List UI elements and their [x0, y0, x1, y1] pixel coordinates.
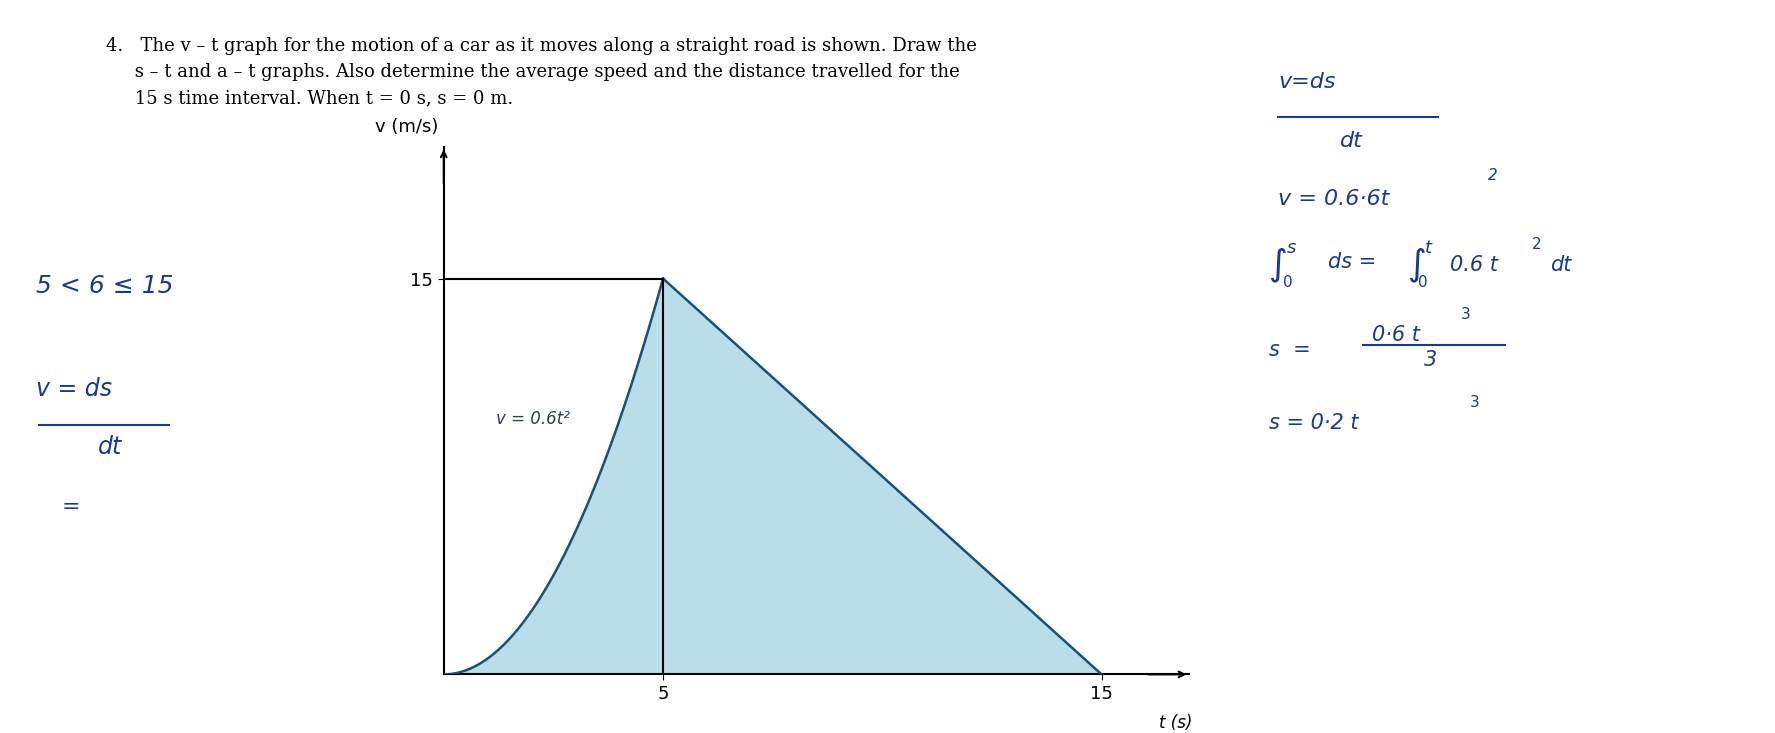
Text: 3: 3 — [1470, 395, 1479, 410]
Text: s = 0·2 t: s = 0·2 t — [1269, 413, 1358, 432]
Text: 2: 2 — [1532, 237, 1541, 252]
Text: 4.   The v – t graph for the motion of a car as it moves along a straight road i: 4. The v – t graph for the motion of a c… — [106, 37, 978, 108]
Text: s: s — [1287, 239, 1296, 257]
Text: 0.6 t: 0.6 t — [1450, 255, 1498, 275]
Text: 5 < 6 ≤ 15: 5 < 6 ≤ 15 — [36, 274, 172, 298]
Text: 0: 0 — [1418, 276, 1427, 290]
Text: v = 0.6·6t: v = 0.6·6t — [1278, 189, 1390, 209]
Text: 3: 3 — [1461, 307, 1470, 322]
Text: dt: dt — [1550, 255, 1571, 275]
Y-axis label: v (m/s): v (m/s) — [375, 118, 438, 136]
Text: dt: dt — [98, 435, 122, 460]
Text: s  =: s = — [1269, 339, 1310, 359]
Text: 3: 3 — [1424, 350, 1436, 370]
Text: 0: 0 — [1283, 276, 1292, 290]
Text: v = ds: v = ds — [36, 377, 112, 401]
Text: t: t — [1425, 239, 1432, 257]
Text: ∫: ∫ — [1269, 248, 1289, 282]
Text: t (s): t (s) — [1159, 714, 1193, 732]
Text: dt: dt — [1340, 130, 1363, 150]
Text: v=ds: v=ds — [1278, 72, 1335, 92]
Text: ds =: ds = — [1328, 251, 1383, 271]
Text: 0·6 t: 0·6 t — [1372, 325, 1420, 345]
Text: ∫: ∫ — [1408, 248, 1427, 282]
Text: 2: 2 — [1487, 168, 1496, 183]
Text: =: = — [62, 497, 80, 517]
Text: v = 0.6t²: v = 0.6t² — [497, 410, 570, 427]
